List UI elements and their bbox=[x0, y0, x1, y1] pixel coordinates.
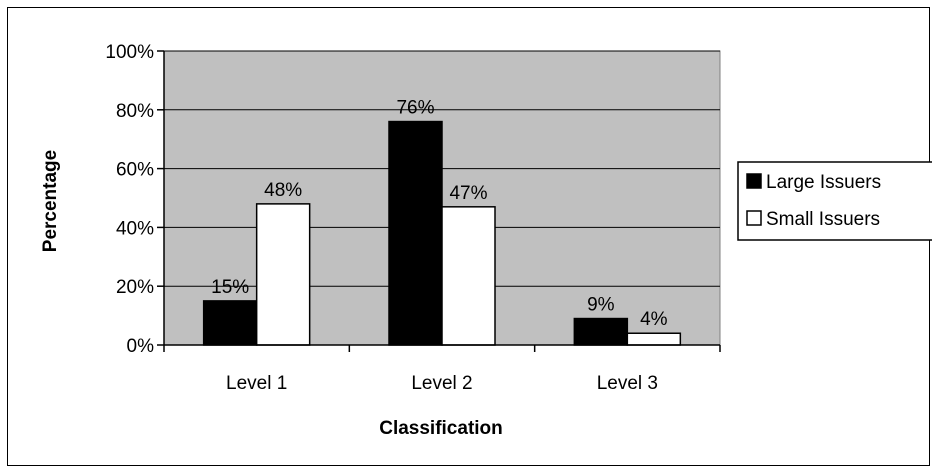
y-tick-label-4: 80% bbox=[116, 101, 154, 122]
bar-large-issuers-0 bbox=[202, 300, 258, 346]
x-tick-label-0: Level 1 bbox=[226, 373, 287, 394]
bar-small-issuers-1 bbox=[441, 206, 496, 346]
x-tick-label-2: Level 3 bbox=[597, 373, 658, 394]
legend: Large Issuers Small Issuers bbox=[737, 161, 932, 241]
y-tick-label-1: 20% bbox=[116, 277, 154, 298]
y-tick-label-5: 100% bbox=[105, 42, 154, 63]
legend-swatch-small-issuers bbox=[746, 210, 762, 226]
y-axis-title: Percentage bbox=[40, 150, 61, 252]
data-label-large-issuers-2: 9% bbox=[587, 295, 615, 316]
bar-small-issuers-2 bbox=[626, 332, 682, 346]
x-axis-title: Classification bbox=[379, 418, 503, 439]
bar-small-issuers-0 bbox=[255, 203, 311, 346]
data-label-large-issuers-0: 15% bbox=[211, 277, 249, 298]
legend-label-small-issuers: Small Issuers bbox=[766, 209, 880, 230]
bar-large-issuers-2 bbox=[573, 317, 629, 346]
y-tick-label-3: 60% bbox=[116, 160, 154, 181]
legend-box bbox=[737, 161, 932, 241]
y-tick-label-0: 0% bbox=[127, 336, 155, 357]
data-label-small-issuers-0: 48% bbox=[264, 180, 302, 201]
data-label-large-issuers-1: 76% bbox=[396, 98, 434, 119]
y-tick-label-2: 40% bbox=[116, 218, 154, 239]
legend-swatch-large-issuers bbox=[746, 173, 762, 189]
bar-large-issuers-1 bbox=[388, 120, 443, 346]
data-label-small-issuers-1: 47% bbox=[449, 183, 487, 204]
x-tick-label-1: Level 2 bbox=[411, 373, 472, 394]
data-label-small-issuers-2: 4% bbox=[640, 309, 668, 330]
legend-label-large-issuers: Large Issuers bbox=[766, 172, 881, 193]
